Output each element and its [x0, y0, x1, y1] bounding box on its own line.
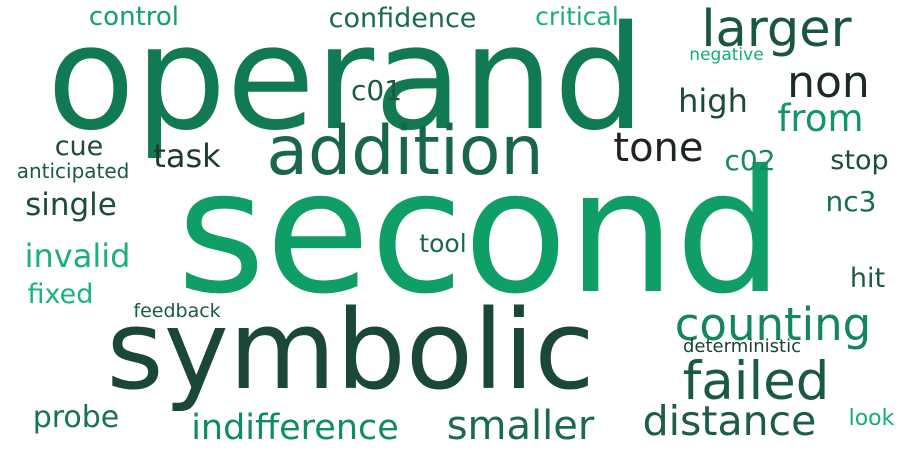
word-operand: operand — [46, 0, 646, 162]
word-indifference: indifference — [191, 408, 399, 448]
word-feedback: feedback — [133, 300, 221, 322]
word-symbolic: symbolic — [106, 286, 595, 414]
word-from: from — [777, 97, 864, 140]
word-deterministic: deterministic — [683, 336, 801, 357]
word-task: task — [153, 137, 221, 175]
word-fixed: fixed — [27, 279, 94, 310]
word-control: control — [88, 2, 180, 32]
word-probe: probe — [32, 400, 120, 435]
word-non: non — [787, 57, 870, 108]
word-look: look — [848, 406, 895, 431]
word-addition: addition — [266, 112, 544, 191]
word-cue: cue — [54, 131, 104, 162]
word-tone: tone — [613, 125, 704, 171]
word-smaller: smaller — [446, 403, 595, 449]
word-single: single — [25, 187, 117, 223]
word-nc3: nc3 — [825, 185, 877, 218]
word-c02: c02 — [724, 144, 776, 177]
word-c01: c01 — [351, 74, 403, 107]
word-critical: critical — [535, 2, 619, 31]
word-distance: distance — [642, 397, 817, 445]
word-second: second — [176, 134, 784, 332]
word-tool: tool — [419, 229, 467, 258]
word-hit: hit — [849, 263, 886, 294]
word-high: high — [678, 82, 748, 120]
word-anticipated: anticipated — [16, 159, 130, 183]
word-confidence: confidence — [328, 3, 477, 34]
word-larger: larger — [701, 0, 852, 59]
word-counting: counting — [674, 298, 872, 351]
word-negative: negative — [689, 45, 764, 65]
word-stop: stop — [830, 145, 889, 176]
word-failed: failed — [682, 351, 830, 412]
word-invalid: invalid — [24, 237, 131, 275]
